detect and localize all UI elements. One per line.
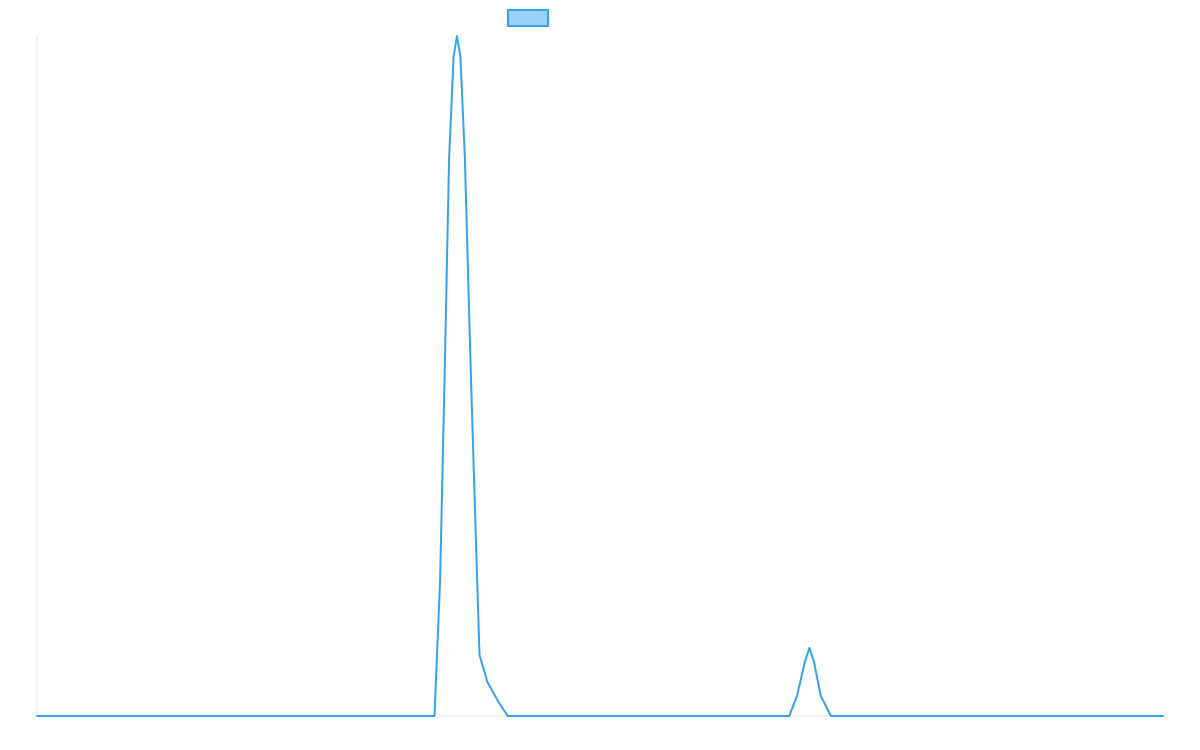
legend[interactable]: [507, 9, 549, 27]
axes: [36, 36, 1163, 717]
legend-swatch[interactable]: [507, 9, 549, 27]
series-layer: [36, 35, 1164, 717]
series-line-0: [36, 35, 1164, 717]
